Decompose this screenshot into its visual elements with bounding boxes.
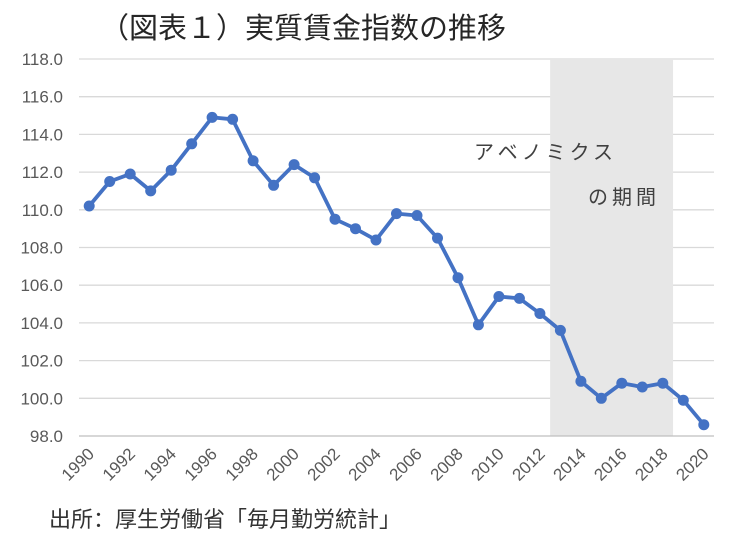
x-tick-label: 2020 [672,444,712,484]
x-tick-label: 1996 [181,444,221,484]
chart-title: （図表１）実質賃金指数の推移 [100,13,507,45]
data-point-marker [145,185,157,197]
data-point-marker [165,164,177,176]
data-point-marker [534,308,546,319]
x-tick-label: 2018 [631,444,671,484]
data-point-marker [432,232,443,244]
data-point-marker [575,375,587,387]
x-tick-label: 2014 [550,444,590,484]
y-tick-label: 98.0 [30,427,63,446]
x-tick-label: 2008 [427,444,467,484]
data-point-marker [104,176,116,187]
data-point-marker [350,223,361,235]
data-point-marker [636,381,648,393]
y-tick-label: 110.0 [22,201,63,220]
source-note: 出所：厚生労働省「毎月勤労統計」 [49,507,402,532]
x-tick-label: 2004 [345,444,385,484]
data-point-marker [472,319,484,331]
data-point-marker [83,200,95,212]
x-tick-label: 1998 [222,444,262,484]
data-point-marker [206,111,218,123]
data-point-marker [309,172,321,184]
y-tick-label: 114.0 [22,125,63,144]
data-point-marker [493,291,505,302]
data-point-marker [698,419,710,431]
data-point-marker [391,208,402,220]
y-tick-label: 100.0 [20,389,63,408]
y-tick-label: 112.0 [22,163,63,182]
data-point-marker [247,155,259,167]
x-tick-label: 1992 [99,444,139,484]
data-point-marker [657,377,669,389]
data-point-marker [227,113,239,125]
data-point-marker [513,292,525,304]
x-tick-label: 2000 [263,444,303,484]
abenomics-shaded-band [550,59,674,436]
data-point-marker [411,210,423,221]
y-tick-label: 104.0 [20,314,63,333]
x-tick-label: 1994 [140,444,180,484]
data-point-marker [370,234,382,246]
abenomics-annotation-line2: の期間 [588,187,660,209]
data-point-marker [595,392,607,404]
y-tick-label: 116.0 [22,88,63,107]
data-point-marker [124,168,136,180]
data-point-marker [186,138,198,150]
data-point-marker [329,213,341,225]
abenomics-annotation-line1: アベノミクス [474,142,617,164]
x-tick-label: 2002 [304,444,344,484]
x-tick-label: 1990 [58,444,98,484]
x-tick-label: 2012 [509,444,549,484]
data-point-marker [677,394,689,406]
data-point-marker [288,159,300,171]
data-point-marker [452,272,464,284]
y-tick-label: 108.0 [20,239,63,258]
data-point-marker [616,377,628,389]
data-point-marker [268,179,280,191]
y-tick-label: 102.0 [20,352,63,371]
y-tick-label: 106.0 [20,276,63,295]
x-tick-label: 2006 [386,444,426,484]
x-tick-label: 2010 [468,444,508,484]
x-tick-label: 2016 [590,444,630,484]
data-point-marker [554,324,566,336]
y-tick-label: 118.0 [22,50,63,69]
